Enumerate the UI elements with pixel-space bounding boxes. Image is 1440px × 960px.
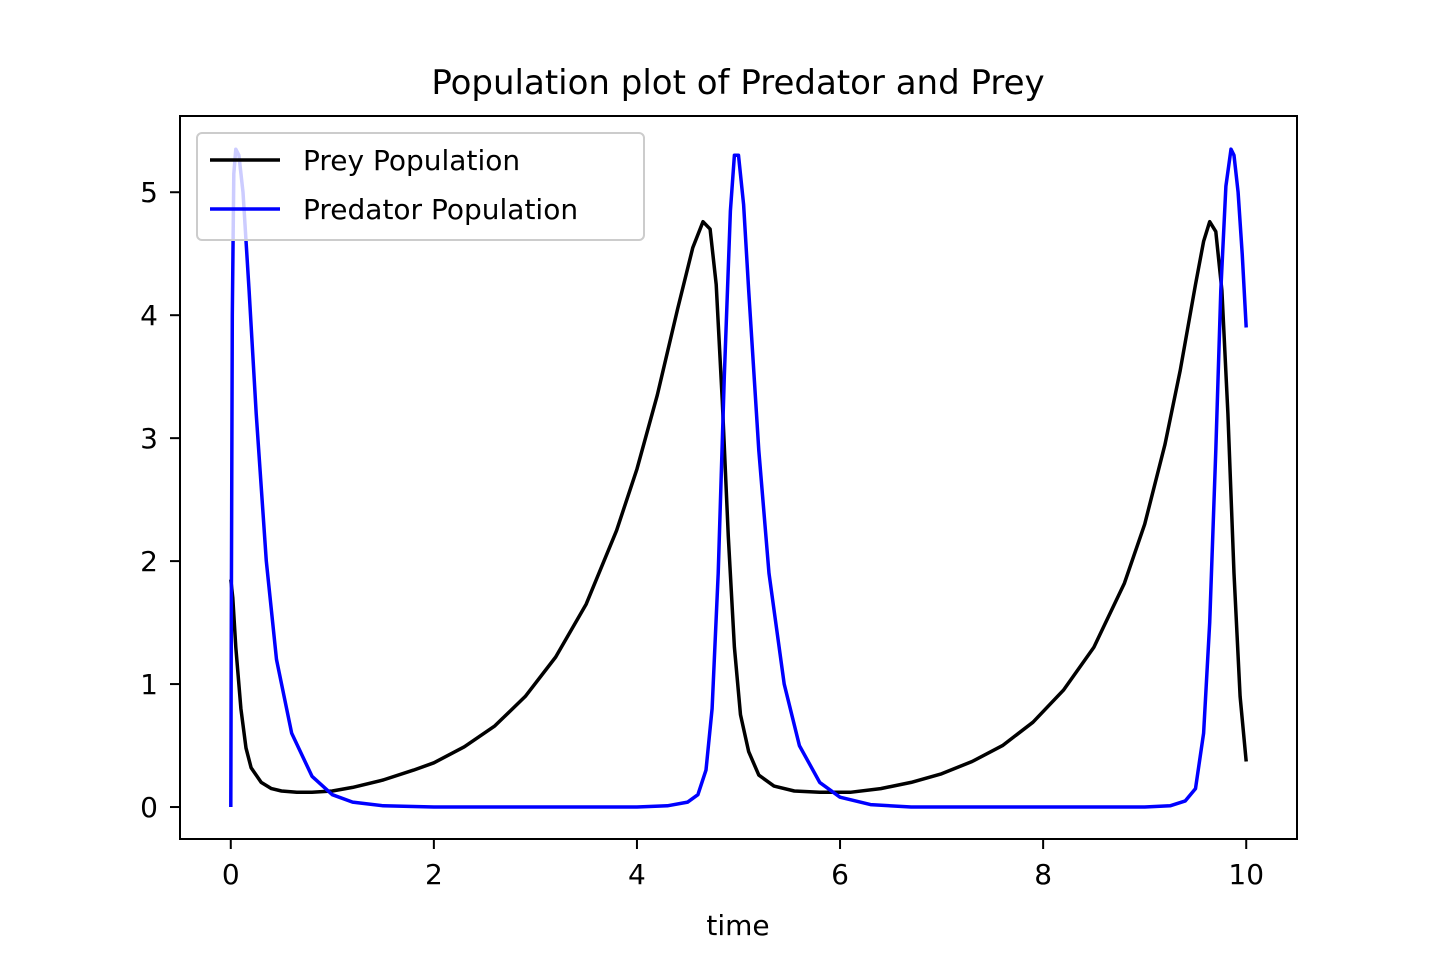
x-tick-label: 2: [425, 858, 443, 891]
x-tick-label: 0: [222, 858, 240, 891]
y-tick-label: 3: [140, 422, 158, 455]
legend-label-prey: Prey Population: [303, 144, 520, 177]
legend-box: [196, 132, 645, 241]
x-tick-label: 8: [1034, 858, 1052, 891]
series-line-prey-population: [229, 219, 1248, 795]
y-tick-label: 2: [140, 545, 158, 578]
y-tick-label: 5: [140, 176, 158, 209]
y-tick-label: 4: [140, 299, 158, 332]
y-tick-label: 1: [140, 668, 158, 701]
series-line-predator-population: [229, 147, 1248, 809]
legend: Prey Population Predator Population: [196, 132, 645, 241]
plot-frame: [179, 115, 1298, 840]
y-tick-label: 0: [140, 791, 158, 824]
legend-label-predator: Predator Population: [303, 193, 578, 226]
chart-title: Population plot of Predator and Prey: [431, 63, 1044, 103]
y-axis: 0 1 2 3 4 5: [140, 176, 180, 824]
x-tick-label: 4: [628, 858, 646, 891]
x-axis-label: time: [706, 909, 769, 942]
x-tick-label: 6: [831, 858, 849, 891]
x-axis: 0 2 4 6 8 10: [222, 839, 1264, 891]
x-tick-label: 10: [1228, 858, 1264, 891]
plot-lines: [229, 147, 1248, 809]
